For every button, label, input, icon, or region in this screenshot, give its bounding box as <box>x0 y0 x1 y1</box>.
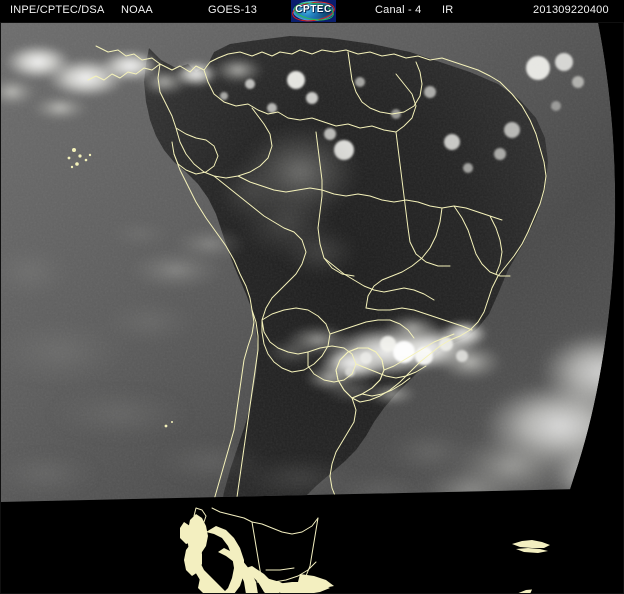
falkland-islands-marker <box>512 540 550 553</box>
satellite-infrared-raster <box>0 22 624 594</box>
brazil-ne-state-borders-2 <box>365 207 443 309</box>
daylit-region <box>0 22 616 502</box>
pacific-cloud-texture <box>0 244 434 502</box>
rio-grande-do-sul-border <box>335 347 385 399</box>
brazil-sao-paulo-border <box>383 333 455 371</box>
earth-limb-mask <box>530 22 624 594</box>
satellite-image-canvas <box>0 22 624 594</box>
timestamp-label: 201309220400 <box>533 4 609 16</box>
itcz-cloud-band <box>0 44 264 122</box>
brazil-northeast-coast <box>351 81 547 403</box>
brazil-santa-catarina-border <box>361 377 411 397</box>
globe-icon <box>293 1 334 21</box>
chile-argentina-border <box>231 309 259 502</box>
stratocumulus-deck <box>106 218 248 292</box>
argentina-east-coast <box>315 397 357 502</box>
image-header-bar: INPE/CPTEC/DSA NOAA GOES-13 CPTEC Canal … <box>0 0 624 22</box>
brazil-central-state-borders <box>323 257 435 301</box>
geopolitical-overlay <box>67 45 547 502</box>
southern-brazil-convective-system <box>304 314 504 392</box>
paraguay-border <box>307 345 357 383</box>
night-coastline-outline <box>193 507 319 591</box>
agency-label: INPE/CPTEC/DSA <box>10 4 105 16</box>
cptec-logo-text: CPTEC <box>295 4 332 15</box>
brazil-parana-border <box>355 363 427 379</box>
peru-bolivia-border <box>213 175 309 355</box>
brazil-mato-grosso-border <box>329 319 415 339</box>
paraguay-cloud-streak <box>264 324 418 406</box>
brazil-ne-state-borders-3 <box>489 215 503 275</box>
juan-fernandez-islands <box>164 421 173 428</box>
noaa-label: NOAA <box>121 4 153 16</box>
brazil-amazonas-para-border <box>315 131 355 277</box>
brazil-ne-state-borders-1 <box>453 205 511 277</box>
bolivia-border <box>261 307 331 373</box>
brazil-north-state-borders <box>237 175 503 221</box>
cptec-logo-icon: CPTEC <box>291 0 336 22</box>
galapagos-islands <box>67 148 92 169</box>
venezuela-border <box>203 69 417 133</box>
central-america-coastline <box>87 45 161 81</box>
brazil-roraima-amapa <box>347 51 423 115</box>
channel-label: Canal - 4 <box>375 4 422 16</box>
peru-chile-west-coast <box>173 153 255 502</box>
brazil-para-border <box>395 131 451 267</box>
north-coast-colombia-venezuela <box>159 49 501 83</box>
earth-disk <box>0 22 616 502</box>
tierra-del-fuego-night <box>262 574 334 594</box>
band-label: IR <box>442 4 454 16</box>
satellite-label: GOES-13 <box>208 4 258 16</box>
brazil-bahia-border <box>365 307 473 331</box>
